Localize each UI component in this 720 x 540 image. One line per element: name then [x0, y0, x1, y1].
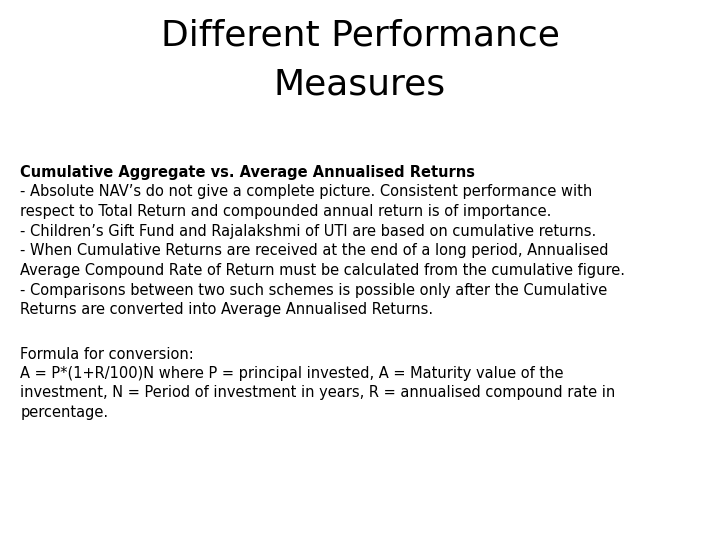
Text: Cumulative Aggregate vs. Average Annualised Returns: Cumulative Aggregate vs. Average Annuali…: [20, 165, 475, 180]
Text: Measures: Measures: [274, 68, 446, 102]
Text: - Absolute NAV’s do not give a complete picture. Consistent performance with
res: - Absolute NAV’s do not give a complete …: [20, 184, 593, 219]
Text: Different Performance: Different Performance: [161, 19, 559, 53]
Text: - Children’s Gift Fund and Rajalakshmi of UTI are based on cumulative returns.: - Children’s Gift Fund and Rajalakshmi o…: [20, 224, 596, 239]
Text: - When Cumulative Returns are received at the end of a long period, Annualised
A: - When Cumulative Returns are received a…: [20, 244, 625, 278]
Text: A = P*(1+R/100)N where P = principal invested, A = Maturity value of the
investm: A = P*(1+R/100)N where P = principal inv…: [20, 366, 616, 420]
Text: - Comparisons between two such schemes is possible only after the Cumulative
Ret: - Comparisons between two such schemes i…: [20, 283, 608, 317]
Text: Formula for conversion:: Formula for conversion:: [20, 347, 194, 361]
